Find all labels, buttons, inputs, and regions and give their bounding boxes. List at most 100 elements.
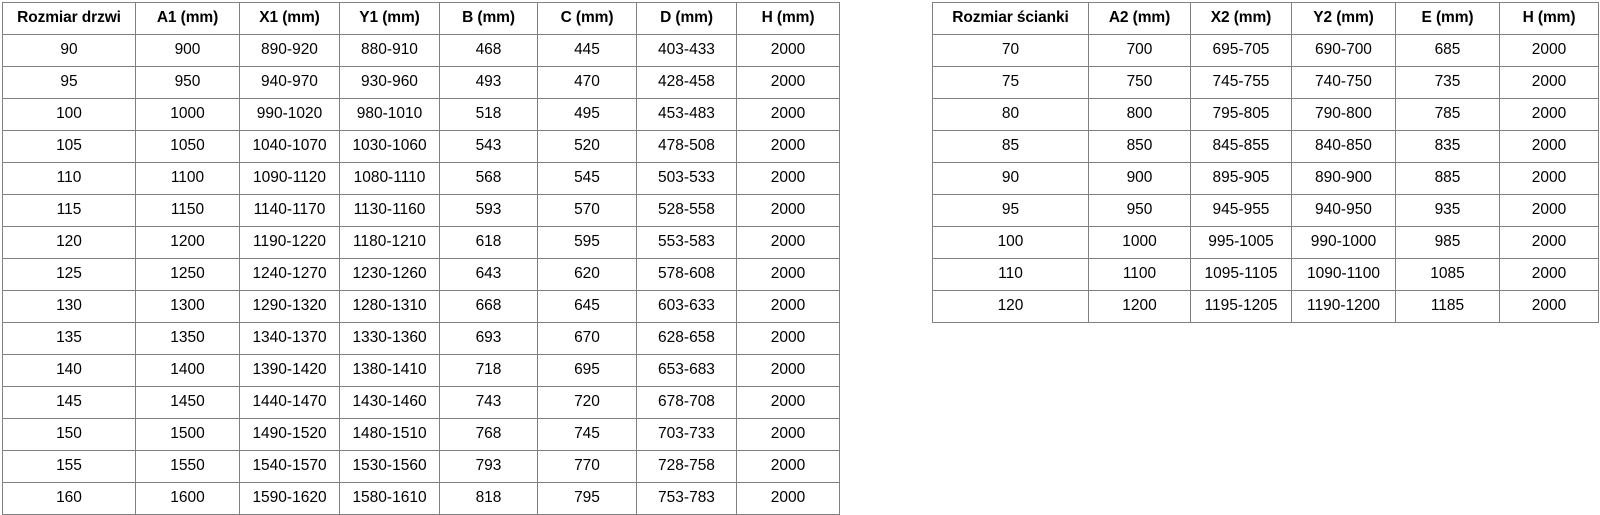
- table-cell: 1190-1200: [1291, 290, 1396, 323]
- table-cell: 935: [1395, 194, 1500, 227]
- table-cell: 945-955: [1190, 194, 1292, 227]
- table-cell: 670: [537, 322, 637, 355]
- column-header: Y1 (mm): [339, 2, 440, 35]
- table-cell: 2000: [1499, 66, 1599, 99]
- table-cell: 495: [537, 98, 637, 131]
- table-cell: 1040-1070: [239, 130, 340, 163]
- row-size-cell: 160: [2, 482, 136, 515]
- table-cell: 2000: [736, 322, 840, 355]
- table-cell: 900: [1088, 162, 1191, 195]
- table-cell: 445: [537, 34, 637, 67]
- table-cell: 468: [439, 34, 538, 67]
- table-cell: 2000: [736, 66, 840, 99]
- walls-table-body: 70 700 695-705 690-700 685 2000 75 750 745-755 74…: [932, 34, 1599, 323]
- table-cell: 1430-1460: [339, 386, 440, 419]
- table-cell: 718: [439, 354, 538, 387]
- table-cell: 2000: [1499, 130, 1599, 163]
- table-cell: 995-1005: [1190, 226, 1292, 259]
- table-cell: 528-558: [636, 194, 737, 227]
- table-row: 70 700 695-705 690-700 685 2000: [932, 34, 1599, 67]
- table-cell: 1450: [135, 386, 240, 419]
- table-cell: 835: [1395, 130, 1500, 163]
- table-cell: 750: [1088, 66, 1191, 99]
- table-row: 160 1600 1590-1620 1580-1610 818 795 753-783 20…: [2, 482, 840, 515]
- table-cell: 1085: [1395, 258, 1500, 291]
- row-size-cell: 120: [932, 290, 1089, 323]
- doors-specification-table: Rozmiar drzwi A1 (mm) X1 (mm) Y1 (mm) B (mm)…: [2, 2, 840, 515]
- table-cell: 745-755: [1190, 66, 1292, 99]
- table-row: 135 1350 1340-1370 1330-1360 693 670 628-658 20…: [2, 322, 840, 355]
- row-size-cell: 85: [932, 130, 1089, 163]
- table-cell: 700: [1088, 34, 1191, 67]
- table-cell: 1530-1560: [339, 450, 440, 483]
- table-cell: 1480-1510: [339, 418, 440, 451]
- table-cell: 1280-1310: [339, 290, 440, 323]
- column-header: B (mm): [439, 2, 538, 35]
- table-cell: 553-583: [636, 226, 737, 259]
- column-header: Y2 (mm): [1291, 2, 1396, 35]
- table-cell: 790-800: [1291, 98, 1396, 131]
- row-size-cell: 155: [2, 450, 136, 483]
- table-cell: 735: [1395, 66, 1500, 99]
- table-cell: 628-658: [636, 322, 737, 355]
- table-cell: 2000: [736, 418, 840, 451]
- table-cell: 895-905: [1190, 162, 1292, 195]
- table-cell: 2000: [1499, 258, 1599, 291]
- table-cell: 1380-1410: [339, 354, 440, 387]
- table-cell: 845-855: [1190, 130, 1292, 163]
- row-size-cell: 100: [932, 226, 1089, 259]
- table-cell: 1100: [135, 162, 240, 195]
- table-cell: 2000: [736, 450, 840, 483]
- table-cell: 1090-1100: [1291, 258, 1396, 291]
- column-header: Rozmiar ścianki: [932, 2, 1089, 35]
- table-cell: 950: [1088, 194, 1191, 227]
- column-header: Rozmiar drzwi: [2, 2, 136, 35]
- walls-table-header: Rozmiar ścianki A2 (mm) X2 (mm) Y2 (mm) E (m…: [932, 2, 1599, 35]
- table-cell: 593: [439, 194, 538, 227]
- table-row: 90 900 890-920 880-910 468 445 403-433 2000: [2, 34, 840, 67]
- table-cell: 1185: [1395, 290, 1500, 323]
- table-cell: 1600: [135, 482, 240, 515]
- table-cell: 985: [1395, 226, 1500, 259]
- table-cell: 2000: [736, 194, 840, 227]
- table-row: 125 1250 1240-1270 1230-1260 643 620 578-608 20…: [2, 258, 840, 291]
- row-size-cell: 95: [2, 66, 136, 99]
- row-size-cell: 90: [932, 162, 1089, 195]
- table-cell: 578-608: [636, 258, 737, 291]
- table-cell: 703-733: [636, 418, 737, 451]
- table-cell: 1300: [135, 290, 240, 323]
- table-cell: 545: [537, 162, 637, 195]
- table-cell: 990-1000: [1291, 226, 1396, 259]
- column-header: A2 (mm): [1088, 2, 1191, 35]
- table-cell: 1000: [135, 98, 240, 131]
- table-header-row: Rozmiar ścianki A2 (mm) X2 (mm) Y2 (mm) E (m…: [932, 2, 1599, 35]
- table-row: 100 1000 995-1005 990-1000 985 2000: [932, 226, 1599, 259]
- column-header: X1 (mm): [239, 2, 340, 35]
- table-cell: 1195-1205: [1190, 290, 1292, 323]
- table-cell: 1100: [1088, 258, 1191, 291]
- row-size-cell: 110: [2, 162, 136, 195]
- table-cell: 930-960: [339, 66, 440, 99]
- table-cell: 850: [1088, 130, 1191, 163]
- table-cell: 1050: [135, 130, 240, 163]
- table-cell: 900: [135, 34, 240, 67]
- table-row: 120 1200 1195-1205 1190-1200 1185 2000: [932, 290, 1599, 323]
- table-cell: 2000: [736, 354, 840, 387]
- table-cell: 1590-1620: [239, 482, 340, 515]
- table-cell: 753-783: [636, 482, 737, 515]
- table-cell: 643: [439, 258, 538, 291]
- table-cell: 800: [1088, 98, 1191, 131]
- table-cell: 1000: [1088, 226, 1191, 259]
- table-cell: 1080-1110: [339, 162, 440, 195]
- table-row: 110 1100 1095-1105 1090-1100 1085 2000: [932, 258, 1599, 291]
- table-cell: 745: [537, 418, 637, 451]
- table-cell: 1400: [135, 354, 240, 387]
- doors-table-container: Rozmiar drzwi A1 (mm) X1 (mm) Y1 (mm) B (mm)…: [2, 2, 840, 515]
- table-cell: 1180-1210: [339, 226, 440, 259]
- table-cell: 620: [537, 258, 637, 291]
- table-cell: 1130-1160: [339, 194, 440, 227]
- table-row: 130 1300 1290-1320 1280-1310 668 645 603-633 20…: [2, 290, 840, 323]
- row-size-cell: 130: [2, 290, 136, 323]
- table-cell: 618: [439, 226, 538, 259]
- table-cell: 980-1010: [339, 98, 440, 131]
